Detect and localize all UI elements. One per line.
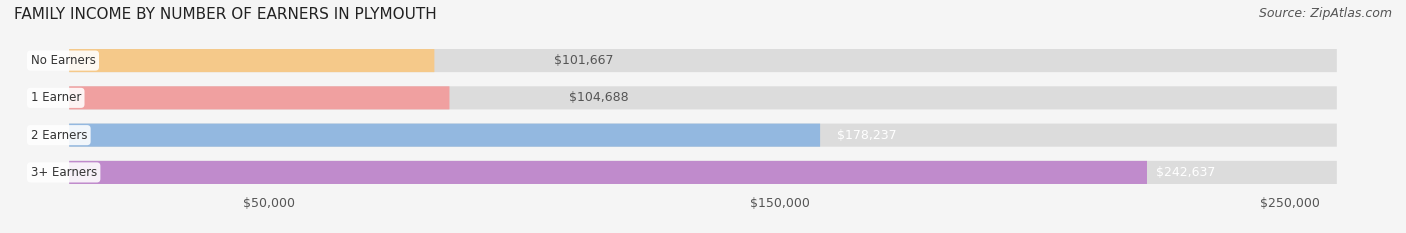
Text: $104,688: $104,688 [569,91,628,104]
Text: FAMILY INCOME BY NUMBER OF EARNERS IN PLYMOUTH: FAMILY INCOME BY NUMBER OF EARNERS IN PL… [14,7,437,22]
Text: $242,637: $242,637 [1156,166,1215,179]
Text: $178,237: $178,237 [837,129,897,142]
FancyBboxPatch shape [69,49,434,72]
Text: 1 Earner: 1 Earner [31,91,82,104]
Text: Source: ZipAtlas.com: Source: ZipAtlas.com [1258,7,1392,20]
FancyBboxPatch shape [69,86,450,110]
Text: 3+ Earners: 3+ Earners [31,166,97,179]
FancyBboxPatch shape [69,123,1337,147]
FancyBboxPatch shape [69,49,1337,72]
Text: 2 Earners: 2 Earners [31,129,87,142]
Text: No Earners: No Earners [31,54,96,67]
FancyBboxPatch shape [69,86,1337,110]
Text: $101,667: $101,667 [554,54,613,67]
FancyBboxPatch shape [69,123,820,147]
FancyBboxPatch shape [69,161,1337,184]
FancyBboxPatch shape [69,161,1147,184]
